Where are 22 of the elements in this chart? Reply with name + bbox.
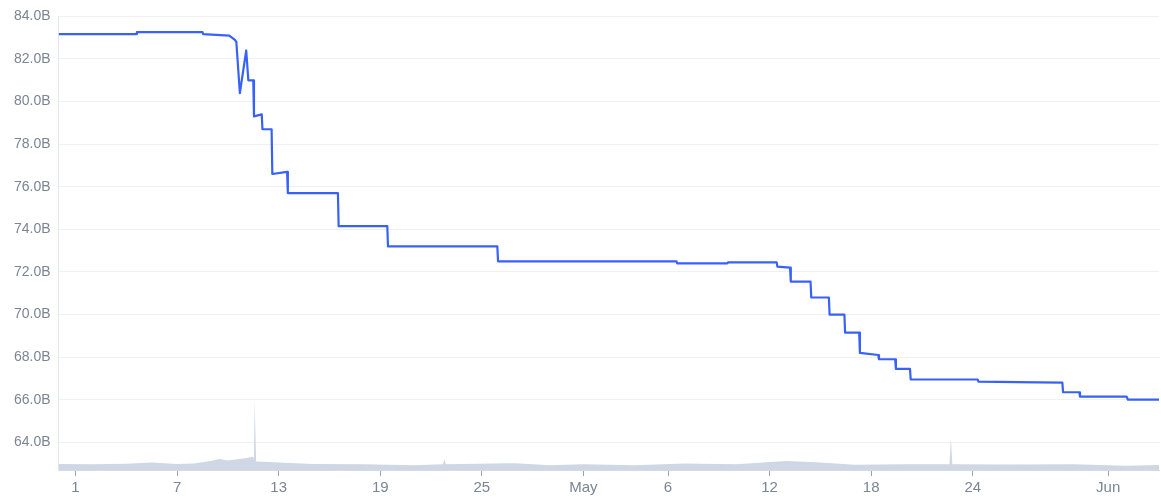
- x-tick-label: 13: [270, 478, 288, 496]
- y-tick-label: 84.0B: [13, 7, 51, 24]
- y-tick-label: 74.0B: [13, 220, 51, 237]
- y-tick-label: 80.0B: [13, 92, 51, 109]
- y-tick-label: 68.0B: [13, 347, 51, 364]
- x-tick-label: 6: [663, 478, 673, 496]
- x-tick-label: 24: [964, 478, 982, 496]
- y-tick-label: 78.0B: [13, 135, 51, 152]
- y-tick-label: 76.0B: [13, 177, 51, 194]
- x-tick-label: May: [569, 478, 599, 496]
- x-tick-label: 19: [371, 478, 389, 496]
- y-tick-label: 70.0B: [13, 305, 51, 322]
- x-tick-label: 25: [473, 478, 491, 496]
- y-tick-label: 64.0B: [13, 433, 51, 450]
- x-tick-label: 12: [761, 478, 778, 496]
- y-tick-label: 66.0B: [13, 390, 51, 407]
- x-tick-label: 18: [862, 478, 880, 496]
- x-tick-label: 1: [71, 478, 80, 496]
- y-tick-label: 82.0B: [13, 49, 51, 66]
- x-tick-label: 7: [172, 478, 182, 496]
- y-tick-label: 72.0B: [13, 262, 51, 279]
- x-tick-label: Jun: [1096, 478, 1121, 496]
